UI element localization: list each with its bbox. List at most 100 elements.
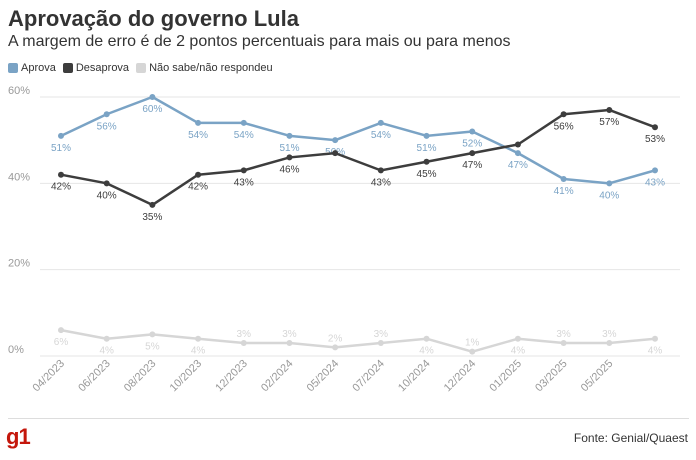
data-point-aprova <box>195 119 202 126</box>
data-point-nao-sabe <box>58 327 64 334</box>
data-label-nao-sabe: 3% <box>282 329 297 340</box>
data-label-nao-sabe: 4% <box>99 346 114 357</box>
y-tick-label: 60% <box>8 85 30 97</box>
data-label-nao-sabe: 3% <box>602 329 617 340</box>
x-tick-label: 05/2024 <box>305 358 342 395</box>
data-label-aprova: 51% <box>279 143 299 154</box>
data-label-nao-sabe: 2% <box>328 333 343 344</box>
data-point-nao-sabe <box>195 335 202 342</box>
data-label-nao-sabe: 3% <box>374 329 389 340</box>
x-tick-label: 06/2023 <box>76 358 113 395</box>
data-label-desaprova: 47% <box>462 160 482 171</box>
series-line-desaprova <box>59 108 657 207</box>
data-point-desaprova <box>332 150 339 157</box>
data-label-aprova: 54% <box>188 130 208 141</box>
data-label-nao-sabe: 4% <box>511 346 526 357</box>
chart-subtitle: A margem de erro é de 2 pontos percentua… <box>8 33 511 50</box>
legend-swatch-aprova <box>8 63 18 73</box>
data-label-nao-sabe: 4% <box>648 346 663 357</box>
data-point-nao-sabe <box>103 335 110 342</box>
data-point-nao-sabe <box>149 331 156 338</box>
legend-swatch-desaprova <box>62 63 73 73</box>
data-point-desaprova <box>514 141 521 148</box>
data-point-aprova <box>286 132 293 139</box>
chart-title: Aprovação do governo Lula <box>8 6 299 31</box>
data-point-aprova <box>560 176 567 183</box>
data-point-nao-sabe <box>240 340 247 347</box>
data-label-desaprova: 35% <box>142 212 162 223</box>
data-point-desaprova <box>560 111 567 118</box>
data-point-aprova <box>103 111 110 118</box>
data-point-desaprova <box>103 180 110 187</box>
footer-divider <box>8 418 689 419</box>
data-label-aprova: 56% <box>97 121 117 132</box>
data-point-nao-sabe <box>286 340 293 347</box>
legend-swatch-nao-sabe <box>136 63 147 73</box>
g1-logo: g1 <box>6 424 31 449</box>
data-point-aprova <box>606 180 613 187</box>
data-label-desaprova: 42% <box>188 182 208 193</box>
data-point-nao-sabe <box>377 340 384 347</box>
data-label-aprova: 54% <box>371 130 391 141</box>
data-point-aprova <box>58 132 64 139</box>
data-point-desaprova <box>652 124 658 131</box>
data-label-nao-sabe: 4% <box>419 346 434 357</box>
data-point-nao-sabe <box>514 335 521 342</box>
data-point-aprova <box>469 128 476 135</box>
data-point-nao-sabe <box>332 344 339 351</box>
data-label-desaprova: 42% <box>51 182 71 193</box>
y-tick-label: 20% <box>8 258 30 270</box>
data-point-aprova <box>332 137 339 144</box>
data-point-nao-sabe <box>469 348 476 355</box>
legend-label-nao-sabe: Não sabe/não respondeu <box>149 62 273 74</box>
data-point-desaprova <box>469 150 476 157</box>
series-line-aprova <box>59 95 657 185</box>
data-label-aprova: 40% <box>599 190 619 201</box>
data-label-nao-sabe: 3% <box>556 329 571 340</box>
x-tick-label: 03/2025 <box>533 358 570 395</box>
legend-item-aprova[interactable]: Aprova <box>8 62 56 74</box>
series-line-nao-sabe <box>59 328 657 353</box>
data-point-aprova <box>514 150 521 157</box>
data-label-nao-sabe: 4% <box>191 346 206 357</box>
data-label-nao-sabe: 5% <box>145 341 160 352</box>
x-tick-label: 12/2023 <box>213 358 250 395</box>
data-point-desaprova <box>606 106 613 113</box>
data-label-aprova: 54% <box>234 130 254 141</box>
data-point-desaprova <box>240 167 247 174</box>
x-tick-label: 10/2024 <box>396 358 433 395</box>
data-point-nao-sabe <box>560 340 567 347</box>
x-tick-label: 10/2023 <box>168 358 205 395</box>
data-label-desaprova: 40% <box>97 190 117 201</box>
data-label-aprova: 43% <box>645 177 665 188</box>
data-point-desaprova <box>58 171 64 178</box>
legend-item-desaprova[interactable]: Desaprova <box>62 62 130 74</box>
data-point-aprova <box>377 119 384 126</box>
data-label-desaprova: 43% <box>371 177 391 188</box>
legend-item-nao-sabe[interactable]: Não sabe/não respondeu <box>136 62 273 74</box>
data-label-aprova: 41% <box>554 186 574 197</box>
x-tick-label: 05/2025 <box>579 358 616 395</box>
x-tick-label: 07/2024 <box>350 358 387 395</box>
data-label-desaprova: 46% <box>279 164 299 175</box>
data-label-aprova: 52% <box>462 139 482 150</box>
data-label-nao-sabe: 6% <box>54 337 69 348</box>
data-label-desaprova: 43% <box>234 177 254 188</box>
data-label-aprova: 47% <box>508 160 528 171</box>
data-point-aprova <box>240 119 247 126</box>
data-label-desaprova: 56% <box>554 121 574 132</box>
legend-label-desaprova: Desaprova <box>75 62 130 74</box>
data-label-aprova: 51% <box>51 143 71 154</box>
line-chart: 0%20%40%60%04/2023 06/2023 08/2023 10/2023 1… <box>8 85 680 395</box>
legend-label-aprova: Aprova <box>21 62 56 74</box>
source-note: Fonte: Genial/Quaest <box>573 431 688 445</box>
data-label-aprova: 51% <box>417 143 437 154</box>
data-point-desaprova <box>149 201 156 208</box>
data-point-aprova <box>149 94 156 100</box>
data-point-desaprova <box>286 154 293 161</box>
data-point-desaprova <box>377 167 384 174</box>
data-label-nao-sabe: 1% <box>465 338 480 349</box>
x-tick-label: 01/2025 <box>487 358 524 395</box>
data-point-desaprova <box>195 171 202 178</box>
